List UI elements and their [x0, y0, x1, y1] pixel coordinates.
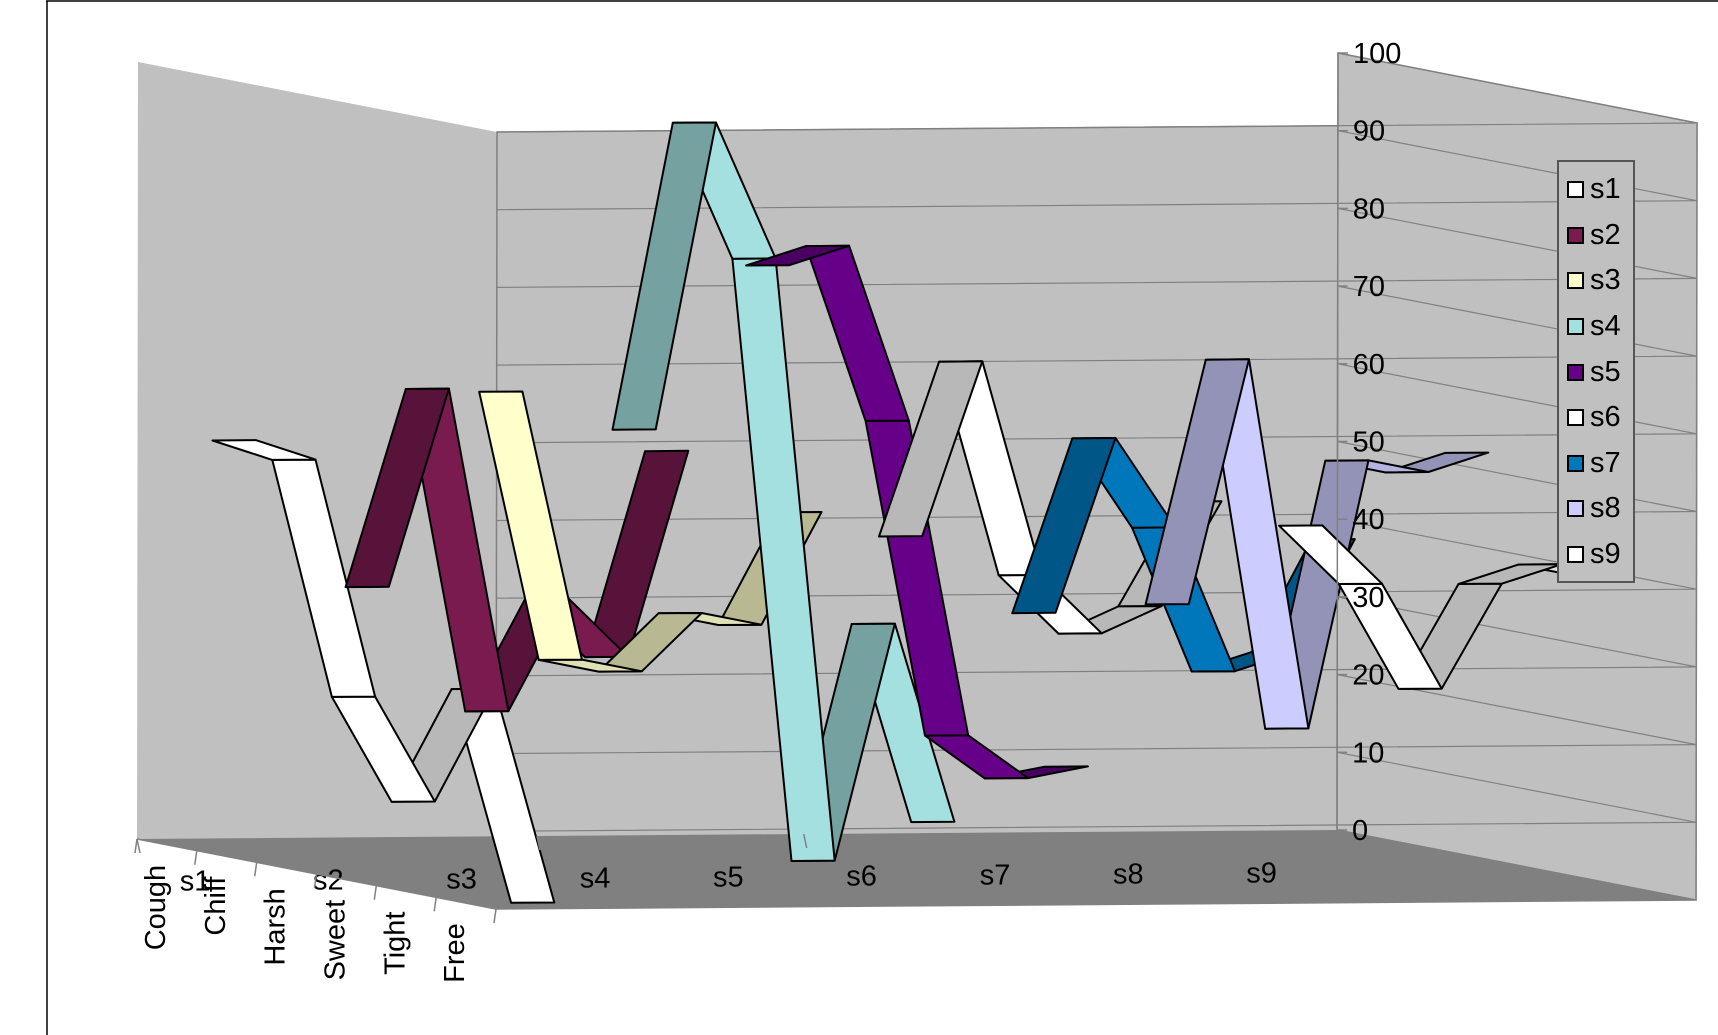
gridline: [496, 130, 1698, 211]
series-tick: [936, 832, 941, 848]
legend-label: s9: [1590, 538, 1621, 571]
depth-tick-label: Chiff: [200, 876, 232, 936]
series-tick-label: s3: [446, 864, 477, 896]
legend-item-s6: s6: [1559, 395, 1633, 441]
ribbon-series: [211, 121, 1623, 904]
series-s1-ribbon: [211, 439, 556, 904]
value-tick-label: 100: [1353, 38, 1401, 70]
axes: 0 10 20 30 40 50 60 70 80 90 100 s1 s2 s3 s4 s5 s6 s7 s8 s9…: [134, 38, 1401, 983]
legend-label: s7: [1590, 446, 1621, 479]
value-tick-label: 20: [1352, 660, 1384, 692]
series-tick: [402, 836, 408, 852]
legend-item-s4: s4: [1559, 304, 1633, 350]
series-tick: [1336, 829, 1341, 845]
ribbon-segment-s4-cough: [611, 121, 717, 431]
legend-swatch: [1567, 318, 1584, 336]
ribbon-segment-s9-cough: [1278, 524, 1383, 585]
series-tick: [802, 833, 808, 849]
series-tick-label: s1: [180, 866, 211, 898]
series-s8-ribbon: [1144, 358, 1490, 730]
gridline: [496, 518, 1697, 599]
series-tick: [536, 835, 541, 851]
depth-tick: [313, 873, 318, 889]
series-tick: [1202, 830, 1208, 846]
legend-item-s8: s8: [1559, 486, 1633, 532]
legend-item-s5: s5: [1559, 349, 1633, 395]
value-tick-label: 30: [1352, 582, 1384, 614]
depth-tick: [253, 862, 258, 877]
series-tick-label: s9: [1246, 858, 1277, 890]
value-tick-label: 90: [1353, 116, 1385, 148]
legend-label: s1: [1590, 173, 1621, 206]
series-tick: [1069, 831, 1075, 847]
legend-label: s2: [1590, 218, 1621, 251]
value-tick-label: 0: [1352, 815, 1368, 847]
legend-label: s4: [1590, 310, 1621, 343]
gridline: [496, 751, 1697, 832]
legend-swatch: [1567, 363, 1584, 381]
depth-axis-line: [136, 838, 497, 910]
ribbon-segment-s6-cough: [878, 360, 984, 538]
legend-item-s2: s2: [1559, 213, 1633, 259]
series-tick: [269, 837, 275, 853]
legend-item-s3: s3: [1559, 258, 1633, 304]
legend-swatch: [1567, 454, 1584, 472]
legend-label: s6: [1590, 401, 1621, 434]
series-tick-label: s5: [713, 862, 744, 894]
value-tick-label: 60: [1353, 349, 1385, 381]
depth-tick-label: Cough: [140, 865, 172, 950]
ribbon-segment-s1-cough: [211, 439, 317, 461]
series-s4-ribbon: [611, 121, 956, 862]
legend-label: s8: [1590, 492, 1621, 525]
gridline: [496, 285, 1697, 366]
series-tick: [136, 838, 141, 854]
value-tick-label: 40: [1352, 504, 1384, 536]
legend-label: s5: [1590, 355, 1621, 388]
series-tick: [669, 834, 675, 850]
series-tick-label: s2: [313, 865, 344, 897]
legend-swatch: [1567, 181, 1584, 199]
depth-tick: [373, 885, 378, 900]
ribbon-segment-s2-cough: [344, 387, 450, 589]
legend-label: s3: [1590, 264, 1621, 297]
ribbon-segment-s3-cough: [478, 390, 583, 661]
legend-item-s7: s7: [1559, 441, 1633, 487]
legend-item-s1: s1: [1559, 167, 1633, 213]
value-tick-label: 10: [1352, 737, 1384, 769]
gridline: [496, 52, 1698, 133]
series-tick-label: s8: [1113, 859, 1144, 891]
legend-swatch: [1567, 500, 1584, 518]
value-tick-label: 80: [1353, 193, 1385, 225]
legend-swatch: [1567, 409, 1584, 427]
gridline: [496, 207, 1697, 288]
depth-tick-label: Sweet: [319, 900, 351, 981]
legend-item-s9: s9: [1559, 532, 1633, 578]
value-tick-label: 70: [1353, 271, 1385, 303]
series-s2-ribbon: [344, 387, 690, 713]
series-tick-label: s6: [846, 861, 877, 893]
series-tick-label: s4: [580, 863, 611, 895]
ribbon-segment-s5-cough: [745, 244, 851, 267]
ribbon-segment-s8-cough: [1144, 358, 1250, 606]
depth-tick: [433, 897, 437, 912]
legend-swatch: [1567, 546, 1584, 564]
legend-swatch: [1567, 226, 1584, 244]
ribbon-segment-s7-cough: [1011, 437, 1117, 615]
depth-tick: [194, 850, 198, 865]
depth-tick: [134, 838, 138, 854]
depth-tick-label: Free: [439, 923, 471, 983]
depth-tick-label: Tight: [379, 912, 411, 975]
depth-tick: [493, 908, 497, 924]
legend-swatch: [1567, 272, 1584, 290]
depth-tick-label: Harsh: [260, 888, 292, 965]
series-tick-label: s7: [980, 860, 1011, 892]
legend: s1 s2 s3 s4 s5 s6 s7 s8 s9: [1557, 160, 1635, 584]
value-tick-label: 50: [1353, 427, 1385, 459]
